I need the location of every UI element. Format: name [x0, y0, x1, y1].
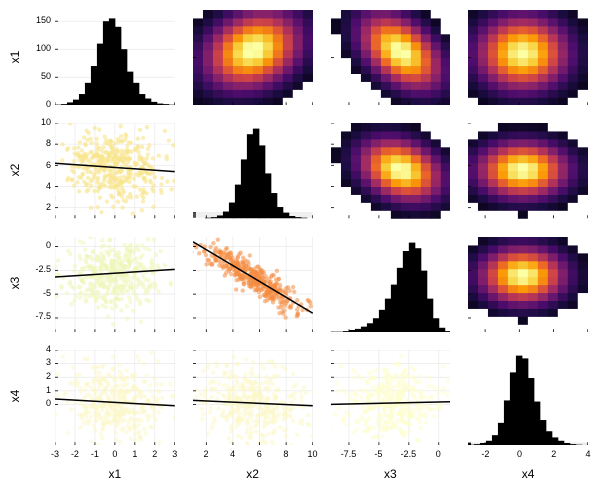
cell-r2-c1-scatter — [193, 237, 313, 332]
row-label-x1: x1 — [8, 47, 22, 67]
ytick-label: 10 — [23, 117, 51, 127]
xtick-label: -7.5 — [336, 449, 360, 459]
ytick-label: 100 — [23, 43, 51, 53]
ytick-label: 4 — [23, 181, 51, 191]
cell-r0-c3-hist2d — [468, 10, 588, 105]
cell-r1-c1-histogram — [193, 123, 313, 218]
ytick-label: 2 — [23, 371, 51, 381]
ytick-label: 0 — [23, 99, 51, 109]
xtick-label: -5 — [366, 449, 390, 459]
xtick-label: 0 — [426, 449, 450, 459]
cell-r0-c2-hist2d — [331, 10, 451, 105]
xtick-label: 4 — [221, 449, 245, 459]
cell-r3-c1-scatter — [193, 350, 313, 445]
row-label-x2: x2 — [8, 160, 22, 180]
xtick-label: 4 — [576, 449, 600, 459]
ytick-label: 3 — [23, 357, 51, 367]
cell-r2-c2-histogram — [331, 237, 451, 332]
cell-r1-c0-scatter — [55, 123, 175, 218]
xtick-label: 2 — [194, 449, 218, 459]
ytick-label: 2 — [23, 202, 51, 212]
ytick-label: 6 — [23, 160, 51, 170]
xtick-label: -2 — [473, 449, 497, 459]
ytick-label: -5 — [23, 288, 51, 298]
cell-r3-c3-histogram — [468, 350, 588, 445]
cell-r2-c0-scatter — [55, 237, 175, 332]
cell-r1-c2-hist2d — [331, 123, 451, 218]
ytick-label: 1 — [23, 385, 51, 395]
ytick-label: -7.5 — [23, 311, 51, 321]
ytick-label: 0 — [23, 398, 51, 408]
row-label-x4: x4 — [8, 386, 22, 406]
col-label-x1: x1 — [55, 467, 175, 481]
col-label-x3: x3 — [331, 467, 451, 481]
col-label-x4: x4 — [468, 467, 588, 481]
ytick-label: 4 — [23, 344, 51, 354]
ytick-label: 150 — [23, 15, 51, 25]
xtick-label: 0 — [508, 449, 532, 459]
xtick-label: 10 — [301, 449, 325, 459]
cell-r0-c0-histogram — [55, 10, 175, 105]
xtick-label: 2 — [542, 449, 566, 459]
xtick-label: -2.5 — [396, 449, 420, 459]
col-label-x2: x2 — [193, 467, 313, 481]
ytick-label: -2.5 — [23, 264, 51, 274]
cell-r1-c3-hist2d — [468, 123, 588, 218]
xtick-label: 8 — [274, 449, 298, 459]
row-label-x3: x3 — [8, 273, 22, 293]
cell-r2-c3-hist2d — [468, 237, 588, 332]
cell-r3-c2-scatter — [331, 350, 451, 445]
pairplot-grid: -3-2-10123x1246810x2-7.5-5-2.50x3-2024x4… — [0, 0, 600, 500]
cell-r3-c0-scatter — [55, 350, 175, 445]
ytick-label: 8 — [23, 138, 51, 148]
ytick-label: 0 — [23, 240, 51, 250]
cell-r0-c1-hist2d — [193, 10, 313, 105]
xtick-label: 6 — [247, 449, 271, 459]
xtick-label: 3 — [163, 449, 187, 459]
ytick-label: 50 — [23, 71, 51, 81]
